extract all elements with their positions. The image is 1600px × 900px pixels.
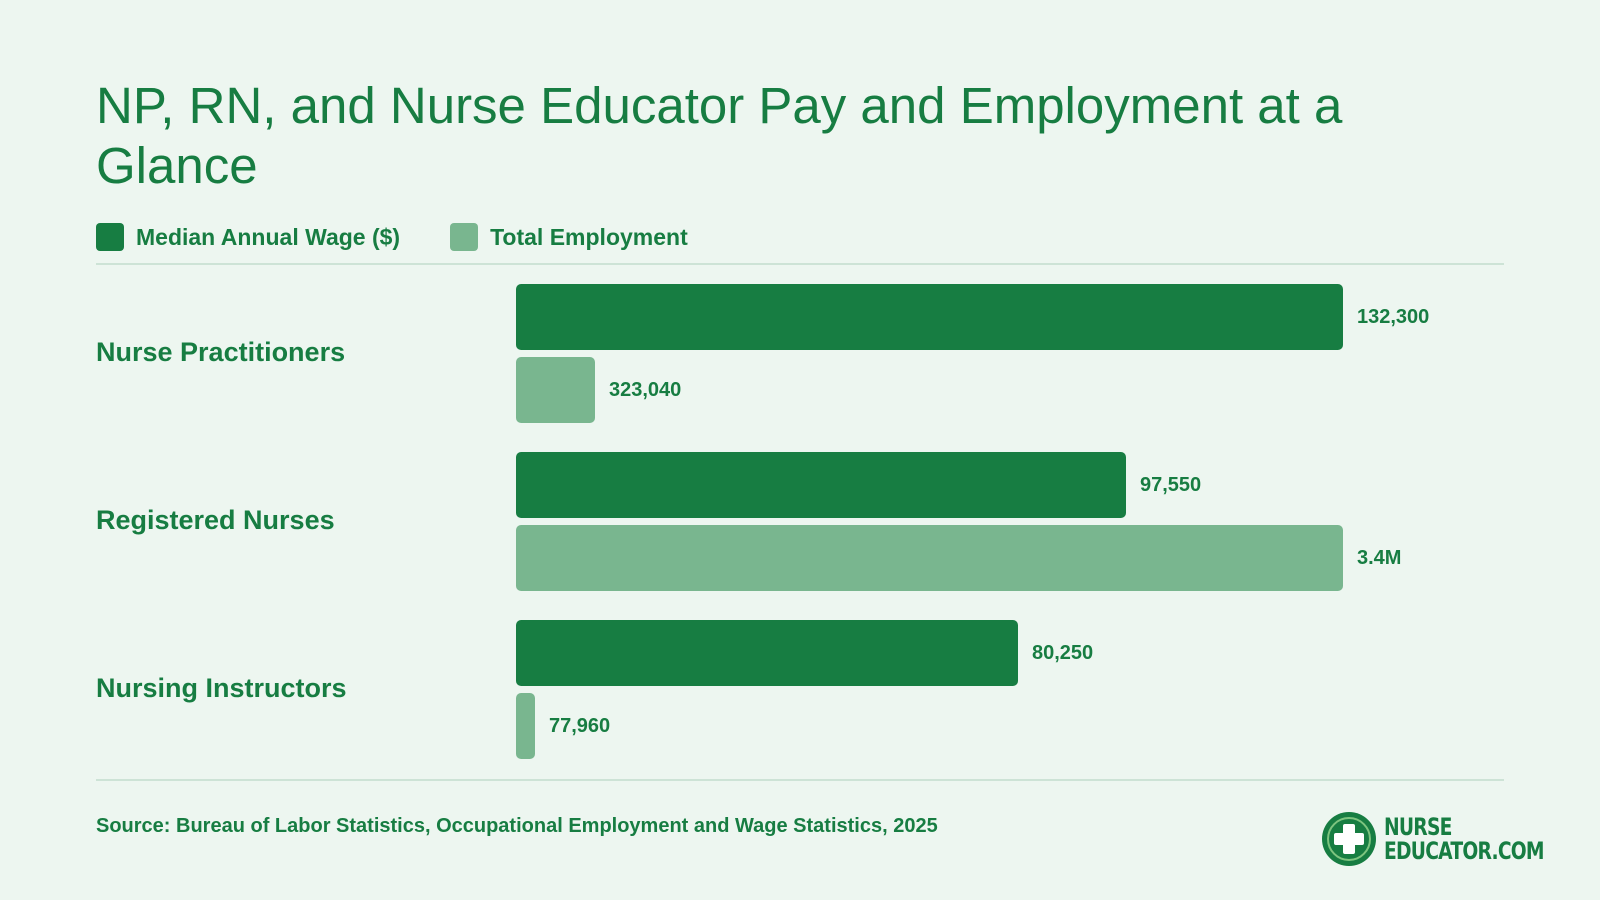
legend-label-employment: Total Employment [490, 223, 688, 250]
source-note: Source: Bureau of Labor Statistics, Occu… [96, 815, 938, 837]
bar-wage [516, 452, 1126, 518]
bar-employment [516, 693, 535, 759]
bar-value-label: 132,300 [1357, 306, 1430, 328]
legend-label-wage: Median Annual Wage ($) [136, 223, 401, 250]
legend-item-employment: Total Employment [450, 223, 688, 251]
site-logo: NURSE EDUCATOR.COM [1322, 812, 1589, 866]
bar-value-label: 77,960 [549, 715, 611, 737]
logo-line-2: EDUCATOR.COM [1384, 837, 1545, 865]
logo-wordmark: NURSE EDUCATOR.COM [1384, 813, 1545, 865]
category-label: Nursing Instructors [96, 672, 347, 703]
legend-swatch-employment [450, 223, 479, 251]
medical-cross-icon [1322, 812, 1376, 866]
bar-wage [516, 284, 1343, 350]
chart-title: NP, RN, and Nurse Educator Pay and Emplo… [96, 77, 1343, 194]
bar-wage [516, 620, 1018, 686]
category-label: Registered Nurses [96, 504, 335, 535]
category-label: Nurse Practitioners [96, 336, 346, 367]
legend-item-wage: Median Annual Wage ($) [96, 223, 400, 251]
bar-employment [516, 357, 595, 423]
logo-line-1: NURSE [1384, 813, 1452, 841]
bar-value-label: 3.4M [1357, 547, 1402, 569]
legend-swatch-wage [96, 223, 124, 251]
bar-value-label: 80,250 [1032, 642, 1094, 664]
bar-value-label: 323,040 [609, 379, 682, 401]
legend: Median Annual Wage ($) Total Employment [96, 222, 738, 252]
bar-value-label: 97,550 [1140, 474, 1202, 496]
bar-employment [516, 525, 1343, 591]
top-divider [96, 263, 1504, 265]
bottom-divider [96, 779, 1504, 781]
